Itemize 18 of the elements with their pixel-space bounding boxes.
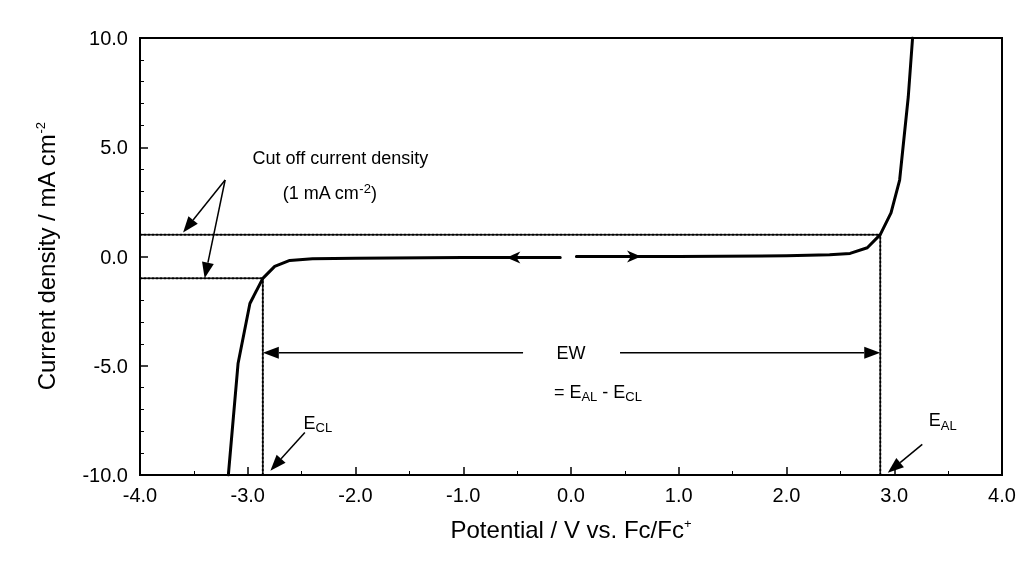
annotation: EW [556, 342, 586, 363]
x-tick-label: -4.0 [122, 484, 158, 506]
x-tick-label: 0.0 [557, 484, 585, 506]
y-tick-label: 5.0 [100, 136, 128, 159]
x-axis-title: Potential / V vs. Fc/Fc+ [450, 515, 692, 543]
x-tick-label: 4.0 [988, 484, 1016, 506]
x-tick-label: 1.0 [664, 484, 693, 506]
y-tick-label: -5.0 [93, 354, 128, 377]
y-tick-label: 0.0 [100, 245, 128, 268]
x-tick-label: -1.0 [446, 484, 481, 506]
x-tick-label: -2.0 [338, 484, 373, 506]
y-axis-title: Current density / mA cm-2 [32, 122, 60, 391]
annotation: Cut off current density [252, 148, 429, 169]
x-tick-label: 2.0 [772, 484, 801, 506]
x-tick-label: 3.0 [880, 484, 909, 506]
x-tick-label: -3.0 [230, 484, 265, 506]
y-tick-label: -10.0 [82, 464, 128, 486]
y-tick-label: 10.0 [89, 27, 128, 49]
